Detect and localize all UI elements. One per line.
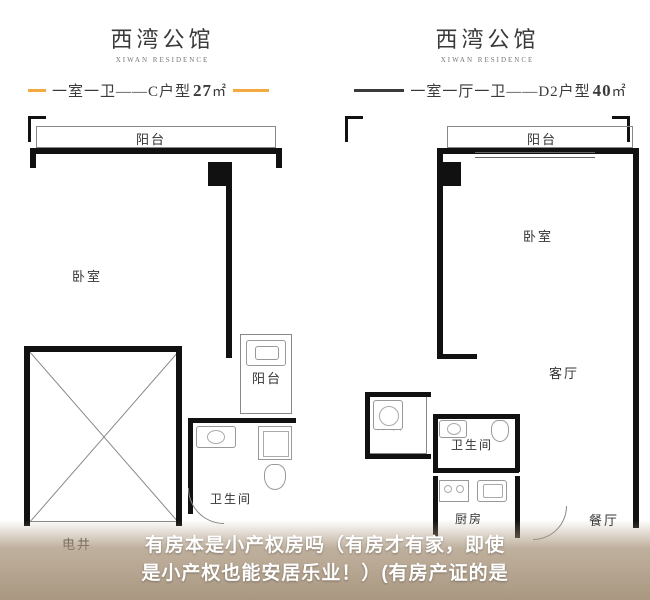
brand-subtitle-2: XIWAN RESIDENCE [325, 56, 650, 64]
stove-icon [439, 480, 469, 502]
plan-c: 西湾公馆 XIWAN RESIDENCE 一室一卫——C户型27㎡ 阳台 [0, 0, 325, 101]
brand-title-2: 西湾公馆 [325, 22, 650, 54]
kitchen-sink-icon [477, 480, 507, 502]
brand-subtitle: XIWAN RESIDENCE [0, 56, 325, 64]
unit-band-c: 一室一卫——C户型27㎡ [0, 80, 325, 101]
plan-d2: 西湾公馆 XIWAN RESIDENCE 一室一厅一卫——D2户型40㎡ 阳台 … [325, 0, 650, 101]
brand-title: 西湾公馆 [0, 22, 325, 54]
basin-icon-2 [439, 420, 467, 438]
basin-icon [196, 426, 236, 448]
door-icon [188, 488, 224, 524]
unit-band-d2: 一室一厅一卫——D2户型40㎡ [325, 80, 650, 101]
shower-icon [258, 426, 292, 460]
shaft-box [28, 350, 178, 522]
label-balcony: 阳台 [136, 129, 166, 148]
caption-overlay: 有房本是小产权房吗（有房才有家，即使 是小产权也能安居乐业！）(有房产证的是 [0, 520, 650, 600]
label-bedroom: 卧室 [72, 266, 102, 285]
canvas: 西湾公馆 XIWAN RESIDENCE 一室一卫——C户型27㎡ 阳台 [0, 0, 650, 600]
sink-icon [246, 340, 286, 366]
unit-label-c: 一室一卫——C户型27㎡ [52, 80, 227, 101]
label-bedroom-r: 卧室 [523, 226, 553, 245]
floorplan-d2: 阳台 卧室 客厅 阳台 [333, 118, 648, 558]
label-balcony2: 阳台 [252, 368, 282, 387]
sliding-door-icon [475, 152, 595, 158]
toilet-icon-2 [491, 420, 509, 442]
floorplan-c: 阳台 卧室 阳台 [10, 118, 310, 558]
caption-line-1: 有房本是小产权房吗（有房才有家，即使 [145, 532, 505, 561]
washer-icon [373, 400, 403, 430]
label-balcony-r: 阳台 [527, 129, 557, 148]
caption-line-2: 是小产权也能安居乐业！）(有房产证的是 [141, 560, 508, 589]
toilet-icon [264, 464, 286, 490]
label-living: 客厅 [549, 363, 579, 382]
label-bathroom-r: 卫生间 [451, 436, 493, 453]
unit-label-d2: 一室一厅一卫——D2户型40㎡ [410, 80, 626, 101]
